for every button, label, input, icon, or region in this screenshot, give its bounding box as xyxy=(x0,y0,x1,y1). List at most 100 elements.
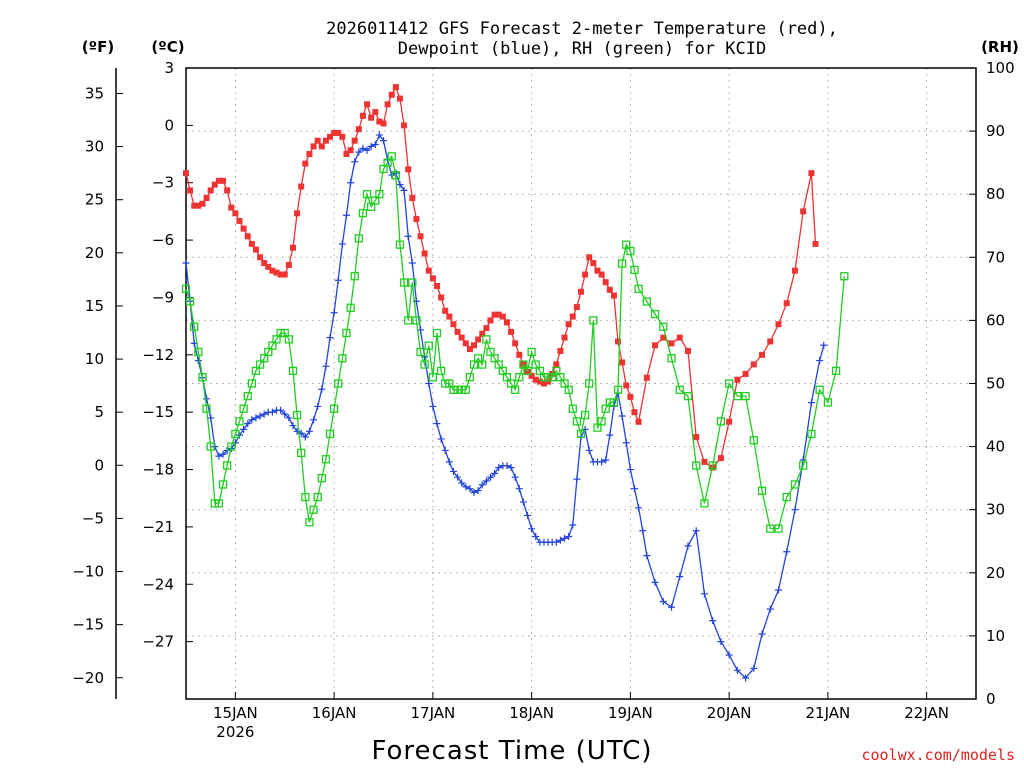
rh-point xyxy=(222,461,232,470)
dewpoint-point xyxy=(573,475,581,483)
2-meter-temperature-point xyxy=(446,313,453,320)
rh-point xyxy=(247,379,256,388)
dewpoint-point xyxy=(342,211,350,219)
rh-point xyxy=(700,499,709,508)
dewpoint-point xyxy=(618,412,626,420)
x-tick-label: 18JAN xyxy=(509,704,554,722)
2-meter-temperature-point xyxy=(228,204,235,211)
dewpoint-point xyxy=(511,473,519,481)
2-meter-temperature-point xyxy=(285,261,292,268)
dewpoint-point xyxy=(602,456,610,464)
rh-point xyxy=(395,240,405,249)
celsius-axis-label: (ºC) xyxy=(151,38,184,56)
celsius-tick-label: −21 xyxy=(142,518,174,536)
fahrenheit-axis-label: (ºF) xyxy=(82,38,114,56)
dewpoint-point xyxy=(367,142,375,150)
dewpoint-point xyxy=(466,485,474,493)
2-meter-temperature-point xyxy=(503,319,510,326)
rh-point xyxy=(840,272,849,281)
dewpoint-point xyxy=(182,259,190,267)
2-meter-temperature-point xyxy=(475,336,482,343)
2-meter-temperature-point xyxy=(232,210,239,217)
rh-point xyxy=(399,278,409,287)
rh-point xyxy=(613,385,623,394)
dewpoint-point xyxy=(207,414,215,422)
rh-point xyxy=(354,234,363,243)
dewpoint-point xyxy=(441,446,449,454)
2-meter-temperature-point xyxy=(586,254,593,261)
dewpoint-line xyxy=(185,133,825,679)
fahrenheit-tick-label: 20 xyxy=(85,244,104,262)
dewpoint-point xyxy=(289,422,297,430)
rh-point xyxy=(420,360,429,369)
dewpoint-point xyxy=(203,395,211,403)
dewpoint-point xyxy=(260,410,268,418)
2-meter-temperature-point xyxy=(594,267,601,274)
dewpoint-point xyxy=(445,458,453,466)
2-meter-temperature-point xyxy=(331,130,338,137)
celsius-tick-label: −15 xyxy=(142,403,174,421)
rh-point xyxy=(757,486,767,495)
2-meter-temperature-point xyxy=(759,351,766,358)
2-meter-temperature-point xyxy=(631,409,638,416)
dewpoint-point xyxy=(482,477,490,485)
x-tick-label: 17JAN xyxy=(411,704,456,722)
dewpoint-point xyxy=(404,232,412,240)
rh-point xyxy=(292,410,302,420)
2-meter-temperature-point xyxy=(273,269,280,276)
2-meter-temperature-point xyxy=(265,263,272,270)
dewpoint-point xyxy=(668,603,676,611)
dewpoint-point xyxy=(318,385,326,393)
2-meter-temperature-point xyxy=(619,359,626,366)
2-meter-temperature-point xyxy=(442,307,449,314)
fahrenheit-tick-label: −20 xyxy=(72,669,104,687)
2-meter-temperature-point xyxy=(717,455,724,462)
2-meter-temperature-point xyxy=(347,147,354,154)
dewpoint-point xyxy=(643,552,651,560)
rh-point xyxy=(334,379,343,388)
rh-point xyxy=(482,335,491,344)
fahrenheit-tick-label: −10 xyxy=(72,563,104,581)
rh-point xyxy=(576,429,586,439)
fahrenheit-tick-label: 0 xyxy=(94,456,104,474)
dewpoint-point xyxy=(240,425,248,433)
rh-point xyxy=(185,297,195,306)
dewpoint-point xyxy=(268,408,276,416)
rh-tick-label: 50 xyxy=(986,375,1005,393)
dewpoint-point xyxy=(285,414,293,422)
dewpoint-point xyxy=(449,467,457,475)
2-meter-temperature-point xyxy=(454,328,461,335)
2-meter-temperature-point xyxy=(450,321,457,328)
dewpoint-point xyxy=(742,674,750,682)
rh-point xyxy=(309,505,318,514)
rh-point xyxy=(774,524,783,533)
2-meter-temperature-point xyxy=(701,458,708,465)
rh-point xyxy=(478,360,487,369)
rh-point xyxy=(288,366,298,376)
2-meter-temperature-point xyxy=(466,346,473,353)
rh-point xyxy=(650,309,660,319)
2-meter-temperature-point xyxy=(269,267,276,274)
dewpoint-point xyxy=(219,450,227,458)
rh-point xyxy=(527,347,536,357)
dewpoint-point xyxy=(305,427,313,435)
rh-tick-label: 30 xyxy=(986,501,1005,519)
2-meter-temperature-point xyxy=(252,246,259,253)
dewpoint-point xyxy=(515,485,523,493)
x-tick-label: 22JAN xyxy=(904,704,949,722)
dewpoint-point xyxy=(598,458,606,466)
x-tick-label: 15JAN xyxy=(213,704,258,722)
dewpoint-point xyxy=(408,259,416,267)
dewpoint-point xyxy=(458,479,466,487)
2-meter-temperature-point xyxy=(207,187,214,194)
rh-point xyxy=(675,385,684,394)
x-tick-sublabel: 2026 xyxy=(216,723,254,741)
dewpoint-point xyxy=(281,410,289,418)
dewpoint-point xyxy=(766,605,774,613)
rh-point xyxy=(741,391,750,401)
dewpoint-point xyxy=(635,504,643,512)
2-meter-temperature-point xyxy=(553,361,560,368)
2-meter-temperature-point xyxy=(211,181,218,188)
2-meter-temperature-point xyxy=(495,311,502,318)
